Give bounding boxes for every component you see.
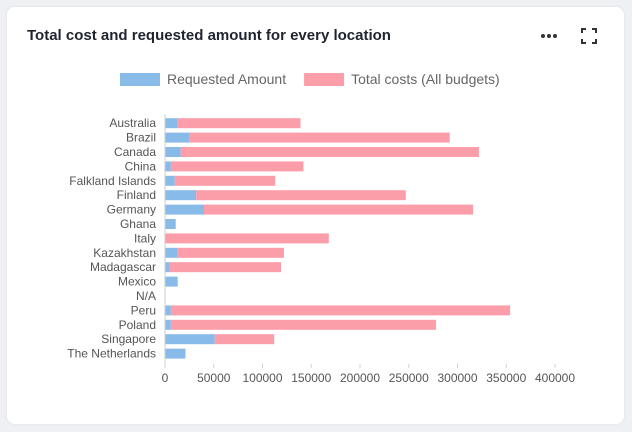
x-tick-label: 50000 <box>197 371 231 385</box>
more-horizontal-icon <box>541 34 557 38</box>
category-label: Germany <box>107 203 156 217</box>
bar-total <box>196 190 406 201</box>
x-tick-label: 350000 <box>486 371 526 385</box>
bar-requested <box>165 175 175 186</box>
bar-requested <box>165 348 186 359</box>
category-label: The Netherlands <box>67 347 156 361</box>
bar-requested <box>165 147 181 157</box>
fullscreen-icon <box>581 28 597 44</box>
x-tick-label: 400000 <box>535 371 575 385</box>
category-label: Finland <box>117 188 156 202</box>
x-tick-label: 200000 <box>340 371 380 385</box>
bar-requested <box>165 132 190 143</box>
category-label: Australia <box>109 116 156 130</box>
bar-requested <box>165 190 197 201</box>
bar-total <box>170 305 511 316</box>
bar-requested <box>165 276 178 287</box>
x-tick-label: 0 <box>162 371 169 385</box>
x-tick-label: 100000 <box>242 371 282 385</box>
bar-requested <box>165 305 171 316</box>
x-tick-label: 150000 <box>291 371 331 385</box>
x-tick-label: 250000 <box>389 371 429 385</box>
bar-total <box>180 147 479 157</box>
category-label: Peru <box>131 303 156 317</box>
bar-requested <box>165 118 178 129</box>
legend-swatch <box>304 73 345 86</box>
category-label: Italy <box>134 231 156 245</box>
bar-requested <box>165 334 215 345</box>
legend-swatch <box>120 73 160 86</box>
fullscreen-button[interactable] <box>577 25 601 47</box>
bar-requested <box>165 319 171 330</box>
category-label: N/A <box>136 289 156 303</box>
bar-total <box>170 161 304 172</box>
bar-total <box>189 132 450 143</box>
category-label: Falkland Islands <box>69 174 156 188</box>
bar-total <box>169 262 282 273</box>
bar-total <box>170 319 437 330</box>
bar-total <box>177 118 301 129</box>
category-label: Madagascar <box>90 260 156 274</box>
bar-requested <box>165 219 176 229</box>
bar-requested <box>165 247 178 258</box>
category-label: China <box>125 159 157 173</box>
card-title: Total cost and requested amount for ever… <box>27 27 391 44</box>
x-tick-label: 300000 <box>437 371 477 385</box>
bar-requested <box>165 204 204 215</box>
more-options-button[interactable] <box>537 25 561 47</box>
category-label: Singapore <box>101 332 156 346</box>
category-label: Kazakhstan <box>93 246 156 260</box>
bar-total <box>165 233 329 244</box>
category-label: Mexico <box>118 275 156 289</box>
category-label: Brazil <box>126 131 156 145</box>
bar-requested <box>165 161 171 172</box>
category-label: Ghana <box>120 217 156 231</box>
bar-total <box>204 204 474 215</box>
bar-requested <box>165 262 170 273</box>
bar-total <box>177 247 284 258</box>
bar-total <box>214 334 275 345</box>
category-label: Canada <box>114 145 156 159</box>
legend-label: Total costs (All budgets) <box>351 71 500 87</box>
bar-total <box>174 175 276 186</box>
category-label: Poland <box>119 318 156 332</box>
legend-label: Requested Amount <box>167 71 286 87</box>
